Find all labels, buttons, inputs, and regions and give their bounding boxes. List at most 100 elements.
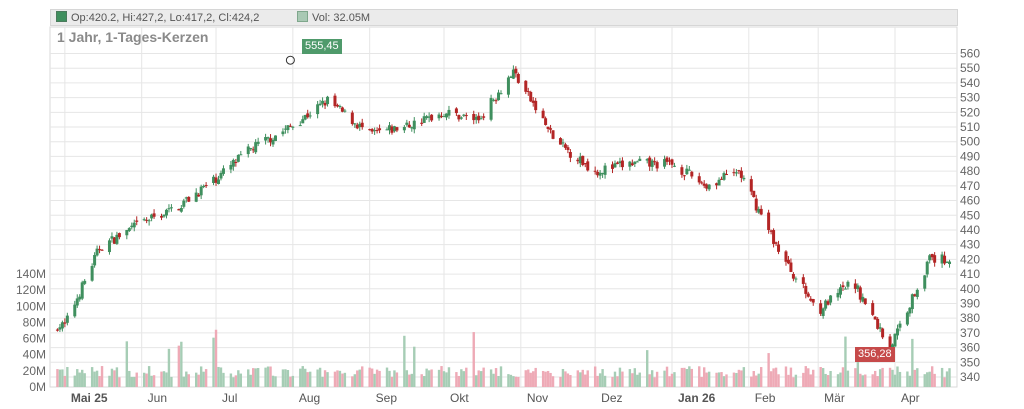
candle-body — [563, 144, 567, 148]
volume-bar — [566, 373, 570, 387]
candle-body — [410, 127, 414, 129]
volume-bar — [846, 370, 850, 387]
volume-bar — [395, 372, 399, 387]
volume-bar — [232, 377, 235, 387]
volume-bar — [150, 375, 153, 387]
candle-body — [648, 157, 652, 167]
candle-body — [177, 209, 181, 211]
volume-bar — [249, 374, 252, 387]
candle-body — [628, 161, 632, 167]
volume-bar — [807, 368, 810, 387]
candle-body — [777, 244, 781, 252]
volume-bar — [460, 369, 463, 387]
candle-body — [368, 129, 372, 131]
candle-body — [943, 255, 947, 264]
volume-bar — [854, 368, 857, 387]
volume-bar — [271, 375, 275, 387]
volume-bar — [804, 366, 807, 387]
price-tick-label: 490 — [960, 149, 980, 163]
candle-body — [526, 91, 530, 93]
volume-bar — [611, 376, 614, 387]
volume-bar — [861, 375, 864, 387]
candle-body — [427, 116, 431, 118]
candle-body — [549, 128, 553, 130]
volume-bar — [393, 370, 396, 387]
volume-bar — [750, 376, 753, 387]
volume-bar — [826, 375, 830, 387]
candle-body — [774, 242, 778, 244]
candle-body — [78, 296, 82, 300]
volume-bar — [735, 372, 738, 387]
volume-bar — [702, 367, 706, 387]
candle-body — [125, 230, 129, 236]
volume-bar — [601, 369, 604, 387]
candle-body — [506, 77, 510, 95]
candle-body — [928, 255, 932, 261]
volume-bar — [440, 366, 443, 387]
volume-bar — [185, 371, 188, 387]
volume-bar — [445, 372, 448, 387]
volume-bar — [524, 370, 527, 387]
candle-body — [142, 219, 146, 221]
candle-body — [194, 192, 198, 202]
candle-body — [838, 287, 842, 295]
candle-body — [264, 137, 268, 141]
candle-body — [853, 283, 857, 289]
legend-ohlc-text: Op:420.2, Hi:427,2, Lo:417,2, Cl:424,2 — [71, 12, 260, 24]
volume-bar — [683, 367, 686, 387]
candle-body — [878, 327, 882, 329]
volume-bar — [621, 371, 624, 387]
chart-legend: Op:420.2, Hi:427,2, Lo:417,2, Cl:424,2 V… — [50, 9, 958, 26]
candle-body — [873, 316, 877, 320]
volume-bar — [237, 370, 240, 387]
volume-bar — [648, 374, 651, 387]
candle-body — [739, 170, 743, 178]
candle-body — [561, 142, 565, 144]
volume-bar — [715, 372, 718, 387]
volume-bar — [829, 370, 832, 387]
volume-bar — [247, 369, 250, 387]
candle-body — [187, 196, 191, 202]
volume-bar — [113, 370, 116, 387]
volume-bar — [304, 368, 307, 387]
volume-bar — [616, 376, 619, 387]
volume-bar — [824, 373, 827, 387]
candle-body — [863, 298, 867, 305]
volume-bar — [777, 374, 780, 387]
price-tick-label: 340 — [960, 370, 980, 384]
volume-bar — [462, 371, 466, 387]
volume-bar — [725, 374, 728, 387]
volume-bar — [130, 376, 133, 387]
volume-bar — [584, 374, 587, 387]
volume-bar — [76, 369, 79, 387]
price-tick-label: 390 — [960, 296, 980, 310]
price-tick-label: 530 — [960, 91, 980, 105]
price-tick-label: 360 — [960, 341, 980, 355]
volume-bar — [943, 377, 946, 387]
volume-bar — [579, 372, 582, 387]
candle-body — [234, 162, 238, 164]
volume-bar — [316, 369, 319, 387]
candle-body — [732, 172, 736, 174]
candle-body — [73, 304, 77, 317]
volume-bar — [170, 376, 173, 387]
volume-bar — [549, 372, 552, 387]
candle-body — [425, 116, 429, 119]
volume-bar — [368, 367, 371, 387]
candle-body — [75, 298, 79, 306]
volume-bar — [167, 348, 171, 387]
volume-bar — [685, 369, 689, 387]
candle-body — [340, 107, 344, 112]
volume-bar — [98, 376, 101, 387]
volume-bar — [492, 373, 495, 387]
volume-bar — [289, 376, 292, 387]
candle-body — [668, 160, 672, 162]
volume-bar — [586, 370, 589, 387]
candle-body — [375, 130, 379, 132]
volume-bar — [78, 372, 81, 387]
candle-body — [90, 266, 94, 281]
candle-body — [204, 185, 208, 187]
volume-bar — [821, 368, 825, 387]
candle-body — [479, 118, 483, 120]
